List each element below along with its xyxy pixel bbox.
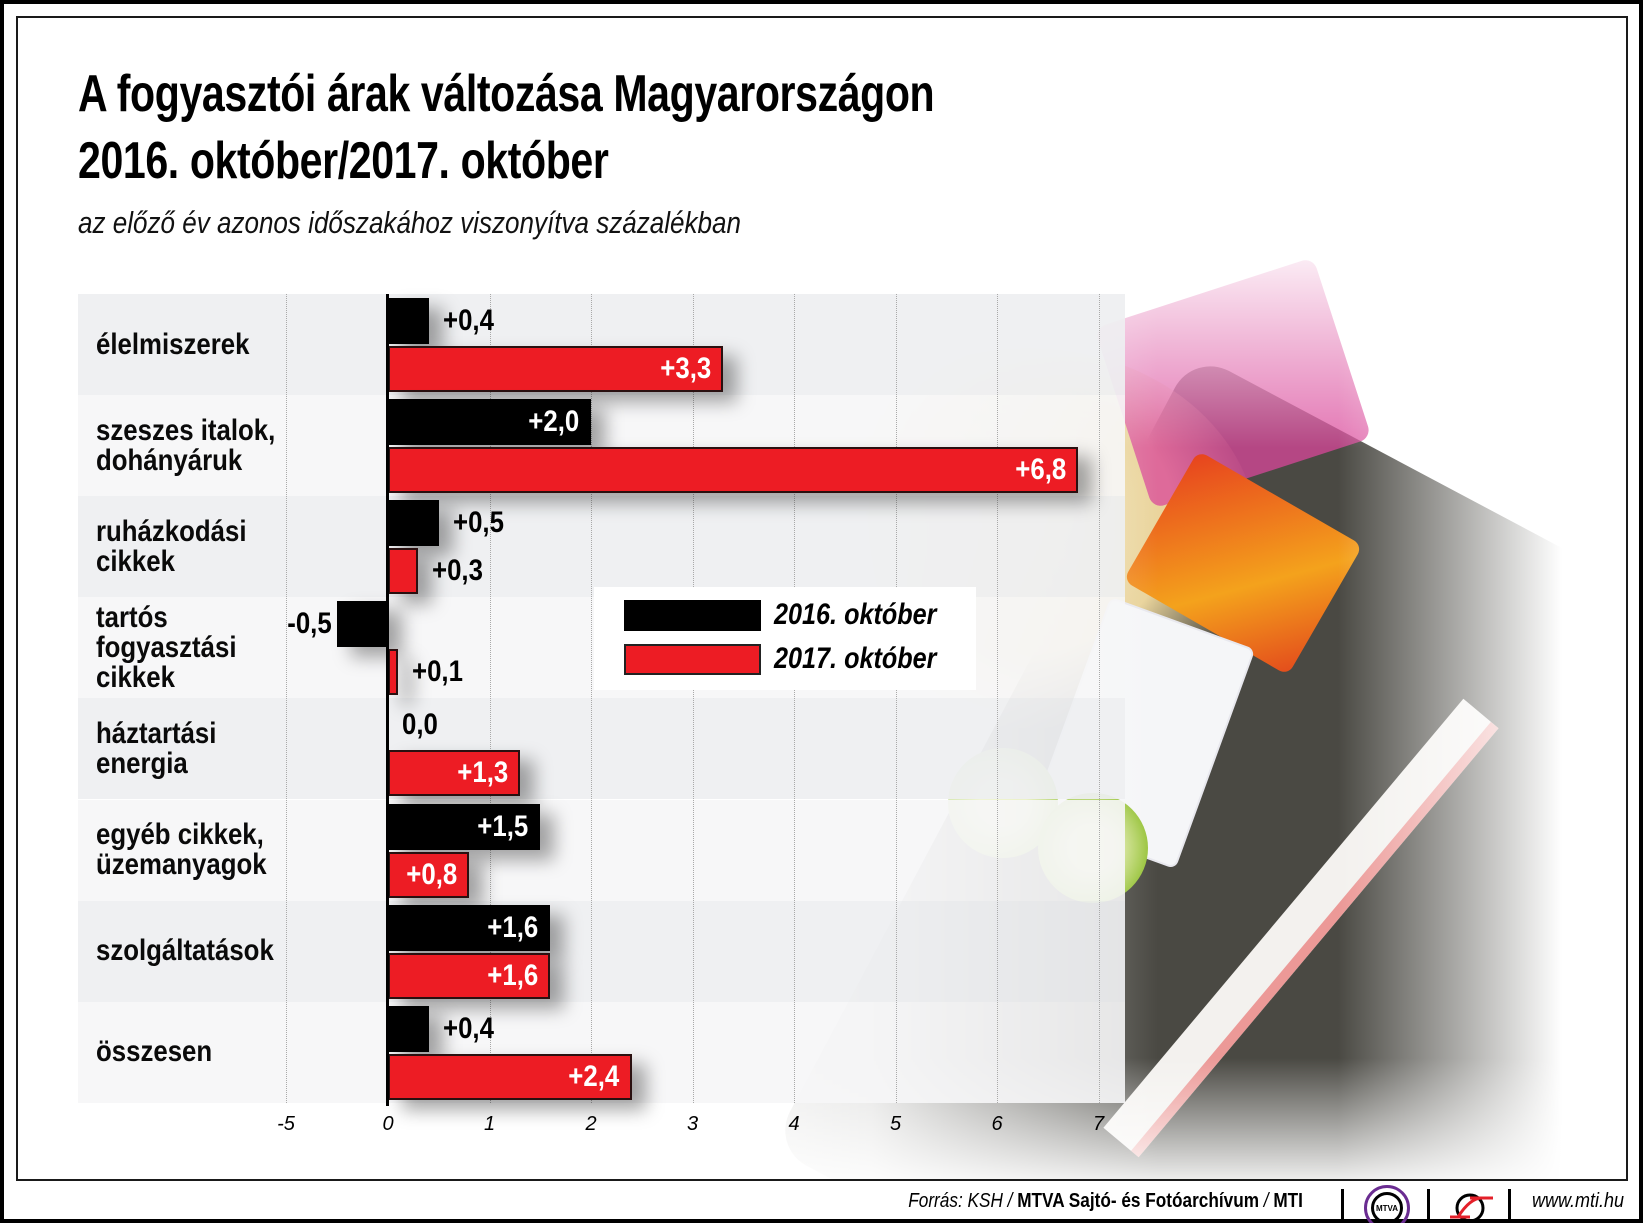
bar-value-label: 0,0	[402, 708, 438, 742]
category-label: ruházkodási cikkek	[96, 514, 247, 578]
x-axis-tick-label: 4	[788, 1113, 800, 1135]
bar-2016	[388, 904, 551, 951]
zero-axis-line	[386, 294, 389, 1106]
category-row	[78, 698, 1125, 800]
category-label: háztartási energia	[96, 716, 217, 780]
category-label-line: háztartási	[96, 716, 217, 750]
gridline	[794, 294, 795, 1103]
bar-value-label: +1,6	[487, 958, 539, 992]
category-label-line: összesen	[96, 1035, 213, 1069]
legend: 2016. október 2017. október	[594, 587, 976, 690]
legend-swatch-2017	[624, 644, 761, 675]
bar-2016	[388, 1005, 429, 1052]
bar-2017	[388, 750, 520, 797]
bar-value-label: +0,3	[432, 554, 484, 588]
category-label-line: szeszes italok,	[96, 413, 276, 447]
chart-subtitle: az előző év azonos időszakához viszonyít…	[78, 205, 741, 240]
bar-value-label: +1,6	[487, 910, 539, 944]
bar-2017	[388, 851, 470, 898]
category-row	[78, 496, 1125, 598]
bar-value-label: +3,3	[660, 352, 711, 385]
x-axis-tick-label: 5	[889, 1113, 902, 1135]
gridline	[591, 294, 592, 1103]
bar-2016	[337, 601, 388, 648]
gridline	[692, 294, 694, 1103]
category-label-line: tartós	[96, 600, 168, 634]
bar-value-label: +6,8	[1015, 453, 1067, 487]
legend-label-2016: 2016. október	[774, 598, 937, 631]
x-axis-tick-label: 3	[686, 1113, 699, 1135]
bar-value-label: +0,8	[406, 857, 458, 891]
legend-label-2017: 2017. október	[774, 642, 937, 675]
gridline	[997, 294, 998, 1103]
gridline	[1098, 294, 1100, 1103]
bar-value-label: +0,4	[442, 1011, 494, 1045]
bar-2017	[388, 346, 723, 392]
mtva-logo-text: MTVA	[1375, 1203, 1399, 1213]
category-label: összesen	[96, 1037, 212, 1067]
bar-value-label: +1,3	[457, 756, 508, 790]
bar-2017	[388, 649, 399, 696]
bar-2017	[388, 447, 1079, 494]
bar-2016	[388, 500, 439, 547]
website-url: www.mti.hu	[1532, 1190, 1625, 1212]
bar-2017	[388, 1053, 632, 1100]
source-archive: MTVA Sajtó- és Fotóarchívum	[1017, 1190, 1260, 1212]
chart-title-line2: 2016. október/2017. október	[78, 132, 609, 190]
category-label-line: ruházkodási	[96, 514, 247, 548]
category-label-line: fogyasztási	[96, 630, 237, 664]
category-label: tartós fogyasztási cikkek	[96, 600, 237, 694]
mti-logo-icon	[1450, 1193, 1493, 1223]
footer: Forrás: KSH / MTVA Sajtó- és Fotóarchívu…	[0, 1181, 1643, 1223]
x-axis-tick-label: 7	[1092, 1113, 1105, 1135]
bar-value-label: +1,5	[477, 809, 529, 843]
footer-divider	[1427, 1189, 1430, 1219]
source-separator: /	[1259, 1190, 1274, 1212]
category-row	[78, 900, 1125, 1002]
gridline	[489, 294, 491, 1103]
category-label: szolgáltatások	[96, 936, 274, 966]
legend-swatch-2016	[624, 600, 761, 631]
mtva-logo-icon: MTVA	[1364, 1185, 1410, 1223]
source-agency: MTI	[1273, 1190, 1303, 1212]
bar-2017	[388, 548, 419, 595]
category-label-line: cikkek	[96, 544, 175, 578]
gridline	[286, 294, 287, 1103]
x-axis-tick-label: -5	[277, 1113, 295, 1135]
category-label-line: élelmiszerek	[96, 327, 250, 361]
source-prefix: Forrás: KSH /	[908, 1190, 1018, 1212]
x-axis-tick-label: 1	[483, 1113, 496, 1135]
source-credit: Forrás: KSH / MTVA Sajtó- és Fotóarchívu…	[908, 1190, 1303, 1213]
bar-2017	[388, 952, 551, 999]
chart-title-line1: A fogyasztói árak változása Magyarország…	[78, 65, 935, 123]
category-label: élelmiszerek	[96, 327, 250, 361]
category-label-line: egyéb cikkek,	[96, 818, 264, 852]
x-axis-tick-label: 2	[585, 1113, 597, 1135]
bar-value-label: +2,0	[528, 405, 579, 439]
category-label-line: cikkek	[96, 660, 175, 694]
gridline	[895, 294, 897, 1103]
bar-2016	[388, 298, 429, 344]
bar-value-label: -0,5	[286, 607, 332, 641]
footer-divider	[1341, 1189, 1344, 1219]
category-label-line: energia	[96, 746, 188, 780]
bar-value-label: +0,5	[452, 506, 504, 540]
bar-2016	[388, 803, 541, 850]
category-label: egyéb cikkek, üzemanyagok	[96, 820, 267, 880]
category-label-line: dohányáruk	[96, 443, 243, 477]
bar-2016	[388, 399, 591, 446]
bar-value-label: +0,1	[412, 655, 464, 689]
x-axis-tick-label: 6	[991, 1113, 1003, 1135]
category-label-line: szolgáltatások	[96, 934, 274, 968]
bar-value-label: +0,4	[442, 304, 494, 337]
bar-value-label: +2,4	[568, 1059, 620, 1093]
x-axis-tick-label: 0	[382, 1113, 394, 1135]
category-label-line: üzemanyagok	[96, 848, 267, 882]
category-row	[78, 799, 1125, 901]
footer-divider	[1508, 1189, 1511, 1219]
category-label: szeszes italok, dohányáruk	[96, 413, 276, 477]
